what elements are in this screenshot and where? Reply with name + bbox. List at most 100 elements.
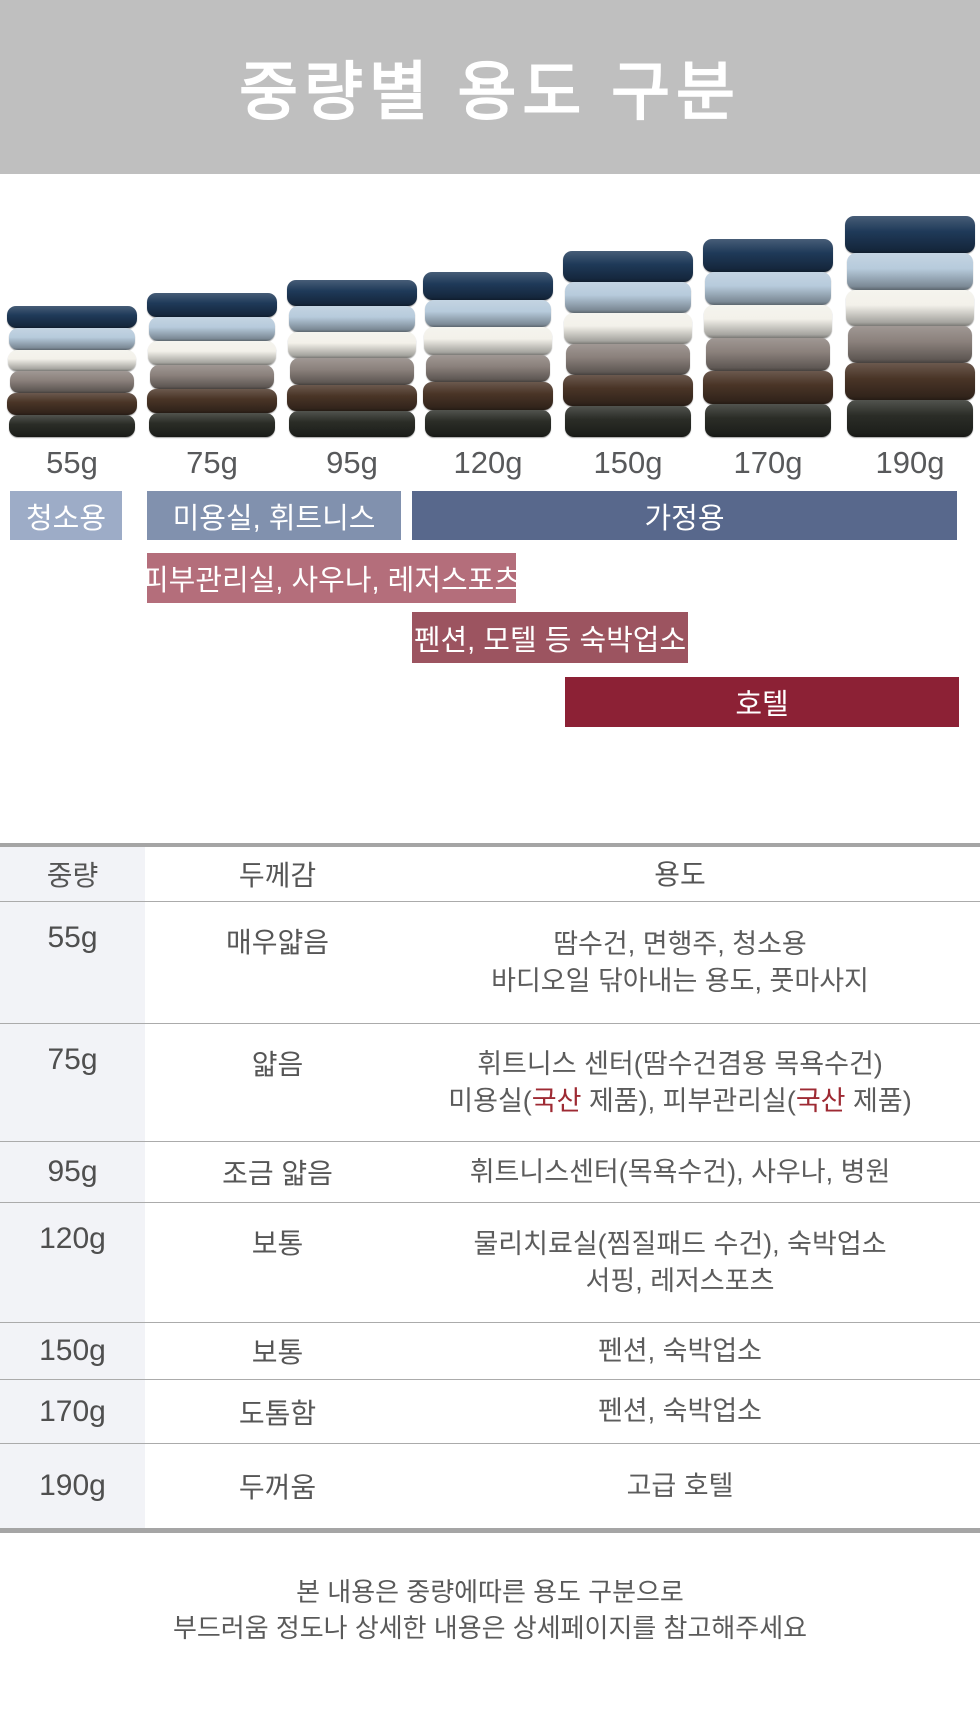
page-title: 중량별 용도 구분 xyxy=(239,56,741,128)
towel-2 xyxy=(425,299,551,327)
table-header-weight: 중량 xyxy=(0,847,145,901)
towel-3 xyxy=(8,349,136,372)
cell-weight: 95g xyxy=(0,1142,145,1202)
table-row-150g: 150g 보통 펜션, 숙박업소 xyxy=(0,1322,980,1379)
usage-text: 미용실( xyxy=(448,1085,532,1116)
towel-3 xyxy=(704,305,832,338)
cell-usage: 휘트니스 센터(땀수건겸용 목욕수건) 미용실(국산 제품), 피부관리실(국산 … xyxy=(410,1024,980,1141)
usage-text-highlight: 국산 xyxy=(531,1085,582,1116)
towel-5 xyxy=(423,382,553,410)
towel-1 xyxy=(287,280,417,307)
usage-line: 휘트니스 센터(땀수건겸용 목욕수건) xyxy=(477,1046,883,1083)
towel-1 xyxy=(7,306,137,328)
footer-note: 본 내용은 중량에따른 용도 구분으로 부드러움 정도나 상세한 내용은 상세페… xyxy=(0,1574,980,1646)
towel-4 xyxy=(566,344,690,375)
cell-weight: 120g xyxy=(0,1203,145,1322)
cell-thickness: 도톰함 xyxy=(238,1397,317,1429)
towel-3 xyxy=(564,313,692,344)
towel-6 xyxy=(705,404,831,437)
towel-4 xyxy=(150,365,274,389)
towel-2 xyxy=(565,282,691,313)
usage-text: 바디오일 닦아내는 용도, 풋마사지 xyxy=(491,965,869,996)
usage-bar-피부관리실, 사우나, 레저스포츠: 피부관리실, 사우나, 레저스포츠 xyxy=(142,553,521,603)
towel-6 xyxy=(565,406,691,437)
weight-label-55g: 55g xyxy=(46,445,98,480)
towel-3 xyxy=(424,327,552,355)
usage-line: 미용실(국산 제품), 피부관리실(국산 제품) xyxy=(448,1083,911,1120)
table-row-170g: 170g 도톰함 펜션, 숙박업소 xyxy=(0,1379,980,1443)
cell-thickness: 조금 얇음 xyxy=(222,1158,333,1189)
towel-6 xyxy=(149,413,275,437)
cell-weight: 150g xyxy=(0,1323,145,1379)
cell-thickness: 매우얇음 xyxy=(225,927,330,958)
usage-line: 바디오일 닦아내는 용도, 풋마사지 xyxy=(491,963,869,1000)
usage-bar-펜션, 모텔 등 숙박업소: 펜션, 모텔 등 숙박업소 xyxy=(412,612,688,663)
towel-5 xyxy=(845,363,975,401)
towel-4 xyxy=(706,338,830,371)
usage-line: 펜션, 숙박업소 xyxy=(598,1333,762,1370)
towel-5 xyxy=(703,371,833,404)
towel-1 xyxy=(147,293,277,317)
towel-1 xyxy=(423,272,553,300)
usage-line: 서핑, 레저스포츠 xyxy=(586,1263,775,1300)
towel-2 xyxy=(9,327,135,350)
towel-stack-190g xyxy=(845,216,975,437)
table-row-55g: 55g 매우얇음 땀수건, 면행주, 청소용 바디오일 닦아내는 용도, 풋마사지 xyxy=(0,901,980,1023)
cell-thickness: 보통 xyxy=(251,1228,304,1259)
towel-5 xyxy=(563,375,693,406)
weight-label-120g: 120g xyxy=(453,445,523,480)
usage-text: 서핑, 레저스포츠 xyxy=(585,1265,775,1296)
cell-thickness: 두꺼움 xyxy=(238,1472,317,1503)
towel-4 xyxy=(848,326,972,364)
towel-1 xyxy=(703,239,833,272)
table-header-thickness: 두께감 xyxy=(238,860,317,891)
table-row-95g: 95g 조금 얇음 휘트니스센터(목욕수건), 사우나, 병원 xyxy=(0,1141,980,1202)
towel-stack-55g xyxy=(7,306,137,437)
towel-stack-120g xyxy=(423,272,553,437)
cell-usage: 물리치료실(찜질패드 수건), 숙박업소 서핑, 레저스포츠 xyxy=(410,1203,980,1322)
footer-line-1: 본 내용은 중량에따른 용도 구분으로 xyxy=(296,1577,684,1607)
usage-table: 중량 두께감 용도 55g 매우얇음 땀수건, 면행주, 청소용 바디오일 닦아내는 … xyxy=(0,843,980,1533)
towel-1 xyxy=(563,251,693,282)
towel-1 xyxy=(845,216,975,253)
usage-bar-가정용: 가정용 xyxy=(412,491,957,540)
table-row-190g: 190g 두꺼움 고급 호텔 xyxy=(0,1443,980,1528)
cell-thickness: 얇음 xyxy=(251,1049,304,1080)
table-row-75g: 75g 얇음 휘트니스 센터(땀수건겸용 목욕수건) 미용실(국산 제품), 피부관리… xyxy=(0,1023,980,1141)
usage-bar-청소용: 청소용 xyxy=(10,491,122,540)
cell-usage: 땀수건, 면행주, 청소용 바디오일 닦아내는 용도, 풋마사지 xyxy=(410,902,980,1023)
usage-text: 고급 호텔 xyxy=(626,1470,734,1501)
weight-label-170g: 170g xyxy=(733,445,803,480)
weight-label-75g: 75g xyxy=(186,445,238,480)
cell-weight: 170g xyxy=(0,1380,145,1443)
towel-3 xyxy=(148,341,276,365)
cell-thickness: 보통 xyxy=(251,1337,304,1368)
towel-stack-150g xyxy=(563,251,693,437)
towel-5 xyxy=(287,384,417,411)
usage-text: 펜션, 숙박업소 xyxy=(597,1396,763,1426)
table-row-120g: 120g 보통 물리치료실(찜질패드 수건), 숙박업소 서핑, 레저스포츠 xyxy=(0,1202,980,1322)
towel-3 xyxy=(846,289,974,327)
table-header-usage: 용도 xyxy=(654,858,706,890)
usage-text: 제품), 피부관리실( xyxy=(581,1085,796,1116)
towel-stack-75g xyxy=(147,293,277,437)
cell-usage: 고급 호텔 xyxy=(410,1444,980,1528)
usage-text: 휘트니스센터(목욕수건), 사우나, 병원 xyxy=(469,1156,891,1187)
usage-text-highlight: 국산 xyxy=(795,1085,846,1116)
towel-stack-95g xyxy=(287,280,417,437)
towel-4 xyxy=(290,358,414,385)
table-header-row: 중량 두께감 용도 xyxy=(0,847,980,901)
towel-6 xyxy=(9,415,135,437)
towel-5 xyxy=(147,389,277,413)
towel-6 xyxy=(847,400,973,437)
cell-weight: 190g xyxy=(0,1444,145,1528)
table-body: 55g 매우얇음 땀수건, 면행주, 청소용 바디오일 닦아내는 용도, 풋마사지 75… xyxy=(0,901,980,1528)
usage-line: 펜션, 숙박업소 xyxy=(598,1393,762,1430)
weight-label-95g: 95g xyxy=(326,445,378,480)
towel-2 xyxy=(705,272,831,305)
towel-stack-170g xyxy=(703,239,833,437)
cell-usage: 휘트니스센터(목욕수건), 사우나, 병원 xyxy=(410,1142,980,1202)
footer-line-2: 부드러움 정도나 상세한 내용은 상세페이지를 참고해주세요 xyxy=(172,1613,808,1643)
usage-line: 물리치료실(찜질패드 수건), 숙박업소 xyxy=(473,1226,886,1263)
